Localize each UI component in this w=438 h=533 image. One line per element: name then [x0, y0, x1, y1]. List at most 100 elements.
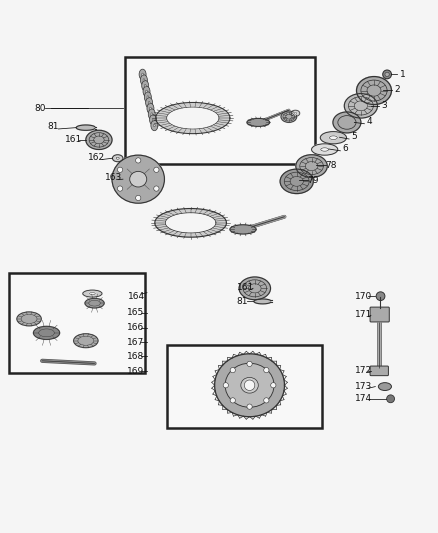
Ellipse shape	[152, 118, 154, 121]
Bar	[10, 273, 145, 374]
Ellipse shape	[344, 94, 378, 118]
Ellipse shape	[147, 96, 149, 99]
Ellipse shape	[141, 75, 148, 85]
Polygon shape	[76, 125, 95, 131]
Text: 174: 174	[354, 394, 372, 403]
Ellipse shape	[281, 111, 297, 123]
Text: 172: 172	[354, 366, 372, 375]
Text: 168: 168	[127, 352, 145, 361]
Circle shape	[230, 368, 235, 373]
Ellipse shape	[85, 298, 104, 308]
Text: 161: 161	[65, 135, 83, 144]
Ellipse shape	[225, 364, 274, 407]
Circle shape	[387, 395, 395, 403]
Ellipse shape	[357, 77, 392, 104]
Text: 78: 78	[325, 161, 337, 169]
Text: 164: 164	[127, 292, 145, 301]
Text: 79: 79	[307, 176, 318, 185]
FancyBboxPatch shape	[370, 307, 389, 322]
Circle shape	[136, 158, 141, 163]
Circle shape	[117, 167, 123, 172]
Ellipse shape	[89, 293, 95, 295]
Ellipse shape	[146, 98, 152, 108]
FancyBboxPatch shape	[370, 366, 389, 376]
Ellipse shape	[139, 69, 146, 79]
Ellipse shape	[321, 148, 328, 151]
Ellipse shape	[145, 92, 151, 102]
Ellipse shape	[296, 155, 327, 177]
Ellipse shape	[150, 115, 156, 125]
Ellipse shape	[116, 157, 119, 159]
Text: 167: 167	[127, 338, 145, 347]
Text: 161: 161	[237, 282, 254, 292]
Ellipse shape	[142, 80, 149, 91]
Ellipse shape	[33, 326, 60, 340]
Ellipse shape	[320, 132, 346, 144]
Ellipse shape	[17, 312, 41, 326]
Circle shape	[154, 167, 159, 172]
Ellipse shape	[280, 169, 313, 193]
Text: 5: 5	[351, 132, 357, 141]
Ellipse shape	[86, 130, 112, 149]
Ellipse shape	[294, 112, 297, 114]
Text: 6: 6	[343, 144, 349, 153]
Ellipse shape	[333, 112, 361, 133]
Circle shape	[136, 195, 141, 200]
Circle shape	[271, 383, 276, 388]
Ellipse shape	[146, 90, 148, 93]
Ellipse shape	[145, 84, 146, 87]
Circle shape	[244, 380, 255, 391]
Ellipse shape	[147, 103, 154, 114]
Text: 166: 166	[127, 323, 145, 332]
Ellipse shape	[291, 110, 300, 116]
Text: 3: 3	[381, 101, 387, 110]
Ellipse shape	[142, 73, 144, 76]
Circle shape	[247, 404, 252, 409]
Ellipse shape	[383, 70, 392, 79]
Text: 171: 171	[354, 310, 372, 319]
Bar	[166, 345, 321, 428]
Ellipse shape	[148, 109, 155, 119]
Circle shape	[264, 368, 269, 373]
Text: 162: 162	[88, 153, 105, 162]
Ellipse shape	[329, 136, 337, 140]
Polygon shape	[155, 102, 230, 134]
Ellipse shape	[239, 277, 271, 300]
Ellipse shape	[247, 118, 270, 126]
Text: 81: 81	[47, 122, 59, 131]
Ellipse shape	[378, 383, 392, 391]
Text: 173: 173	[354, 382, 372, 391]
Ellipse shape	[150, 107, 151, 110]
Circle shape	[247, 361, 252, 367]
Ellipse shape	[130, 172, 147, 187]
Ellipse shape	[151, 113, 152, 116]
Polygon shape	[155, 208, 226, 237]
Text: 1: 1	[399, 70, 405, 79]
Ellipse shape	[230, 225, 256, 234]
Ellipse shape	[148, 101, 150, 104]
Circle shape	[230, 398, 235, 403]
Circle shape	[376, 292, 385, 301]
Text: 2: 2	[394, 85, 400, 94]
Ellipse shape	[385, 72, 389, 77]
Polygon shape	[166, 107, 219, 129]
Ellipse shape	[143, 86, 150, 96]
Text: 80: 80	[34, 104, 46, 113]
Ellipse shape	[153, 124, 155, 127]
Polygon shape	[165, 213, 216, 233]
Circle shape	[264, 398, 269, 403]
Ellipse shape	[215, 354, 285, 417]
Ellipse shape	[83, 290, 102, 297]
Ellipse shape	[311, 144, 338, 155]
Text: 165: 165	[127, 308, 145, 317]
Ellipse shape	[151, 120, 158, 131]
Bar	[125, 57, 315, 164]
Text: 169: 169	[127, 367, 145, 376]
Circle shape	[223, 383, 229, 388]
Circle shape	[117, 186, 123, 191]
Text: 163: 163	[105, 173, 122, 182]
Ellipse shape	[112, 155, 164, 203]
Ellipse shape	[241, 377, 258, 393]
Circle shape	[154, 186, 159, 191]
Ellipse shape	[74, 334, 98, 348]
